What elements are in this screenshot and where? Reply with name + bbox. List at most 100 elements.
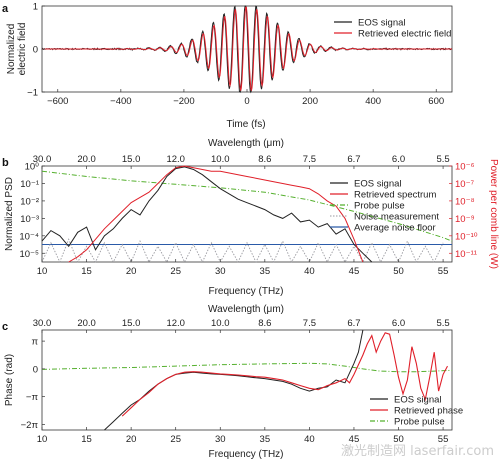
panel-b-right-axis-label: Power per comb line (W) bbox=[488, 159, 499, 269]
panel-b-series-noise-measurement bbox=[41, 238, 444, 264]
panel-a: a −600 −400 −200 0 200 400 600 −1 0 1 Time (fs) N… bbox=[2, 2, 453, 130]
panel-a-y-tick-label: −1 bbox=[27, 88, 38, 99]
panel-b-right-tick-label: 10⁻¹⁰ bbox=[455, 231, 478, 242]
panel-b-y-tick-label: 10⁻¹ bbox=[20, 179, 39, 190]
panel-a-letter: a bbox=[2, 3, 9, 15]
panel-c-x-axis-label: Frequency (THz) bbox=[208, 449, 283, 460]
panel-b-top-tick-label: 15.0 bbox=[122, 154, 141, 165]
panel-b-top-tick-label: 6.7 bbox=[347, 154, 360, 165]
panel-b-top-tick-label: 12.0 bbox=[166, 154, 185, 165]
panel-c-top-tick-label: 6.7 bbox=[347, 318, 360, 329]
panel-c-x-tick-label: 55 bbox=[438, 434, 449, 445]
panel-c-top-tick-label: 10.0 bbox=[211, 318, 230, 329]
panel-b-series-probe-pulse bbox=[41, 170, 453, 242]
panel-b-right-tick-label: 10⁻¹¹ bbox=[455, 249, 477, 260]
panel-c-y-tick-label: −2π bbox=[21, 420, 39, 431]
panel-b-y-tick-label: 10⁻² bbox=[20, 196, 39, 207]
panel-b-x-tick-label: 30 bbox=[215, 266, 226, 277]
panel-c-top-tick-label: 15.0 bbox=[122, 318, 141, 329]
panel-c-legend-entry-eos-signal: EOS signal bbox=[394, 395, 442, 406]
panel-a-series-retrieved-electric-field bbox=[42, 6, 452, 91]
panel-c-x-tick-label: 30 bbox=[215, 434, 226, 445]
panel-c-top-tick-label: 8.6 bbox=[258, 318, 271, 329]
panel-b-right-tick-label: 10⁻⁷ bbox=[455, 179, 475, 190]
panel-c-top-axis-label: Wavelength (μm) bbox=[208, 304, 284, 315]
panel-b-legend-entry-average-noise-floor: Average noise floor bbox=[354, 223, 436, 234]
panel-c-x-tick-label: 15 bbox=[81, 434, 92, 445]
panel-a-x-tick-label: −400 bbox=[110, 96, 131, 107]
panel-b-top-tick-label: 10.0 bbox=[211, 154, 230, 165]
panel-b-top-axis-label: Wavelength (μm) bbox=[208, 138, 284, 149]
panel-b-series-eos-signal bbox=[41, 166, 373, 263]
panel-b-letter: b bbox=[2, 157, 9, 169]
panel-c-top-tick-label: 20.0 bbox=[77, 318, 96, 329]
panel-a-x-tick-label: 400 bbox=[365, 96, 381, 107]
panel-a-x-tick-label: 600 bbox=[428, 96, 444, 107]
panel-a-y-tick-label: 1 bbox=[33, 2, 38, 13]
panel-b-y-axis-label: Normalized PSD bbox=[4, 177, 15, 251]
panel-b-top-tick-label: 20.0 bbox=[77, 154, 96, 165]
panel-c-top-tick-label: 12.0 bbox=[166, 318, 185, 329]
panel-c-x-tick-label: 25 bbox=[170, 434, 181, 445]
panel-c-y-axis-label: Phase (rad) bbox=[4, 354, 15, 406]
panel-c-y-tick-label: 0 bbox=[33, 364, 38, 375]
panel-b: b Wavelength (μm) 10 15 20 25 30 35 40 45 50 55 30… bbox=[2, 138, 499, 297]
panel-a-x-tick-label: −600 bbox=[47, 96, 68, 107]
panel-b-plot-frame bbox=[41, 165, 453, 263]
panel-b-right-tick-label: 10⁻⁹ bbox=[455, 214, 475, 225]
panel-b-x-axis-label: Frequency (THz) bbox=[208, 286, 283, 297]
panel-b-legend-entry-retrieved-spectrum: Retrieved spectrum bbox=[354, 190, 436, 201]
panel-b-y-tick-label: 10⁻³ bbox=[20, 214, 39, 225]
panel-c-series-retrieved-phase bbox=[121, 332, 448, 417]
panel-b-top-tick-label: 5.5 bbox=[436, 154, 449, 165]
panel-b-x-tick-label: 40 bbox=[304, 266, 315, 277]
panel-a-y-axis-label-line1: Normalized bbox=[6, 24, 17, 75]
panel-b-top-tick-label: 30.0 bbox=[33, 154, 52, 165]
panel-a-x-tick-label: −200 bbox=[173, 96, 194, 107]
panel-a-x-axis-label: Time (fs) bbox=[226, 119, 265, 130]
panel-b-x-tick-label: 35 bbox=[260, 266, 271, 277]
panel-b-legend-entry-eos-signal: EOS signal bbox=[354, 179, 402, 190]
panel-b-x-tick-label: 10 bbox=[37, 266, 48, 277]
panel-c-top-tick-label: 6.0 bbox=[392, 318, 405, 329]
panel-b-legend-entry-noise-measurement: Noise measurement bbox=[354, 212, 439, 223]
panel-c-x-tick-label: 50 bbox=[393, 434, 404, 445]
panel-c-y-tick-label: π bbox=[31, 337, 38, 348]
panel-b-x-tick-label: 45 bbox=[349, 266, 360, 277]
panel-b-y-tick-label: 10⁻⁴ bbox=[19, 231, 39, 242]
panel-a-x-tick-label: 0 bbox=[244, 96, 249, 107]
panel-b-y-tick-label: 10⁰ bbox=[25, 162, 40, 173]
panel-c-top-tick-label: 5.5 bbox=[436, 318, 449, 329]
panel-b-top-tick-label: 6.0 bbox=[392, 154, 405, 165]
panel-b-right-tick-label: 10⁻⁸ bbox=[455, 196, 475, 207]
panel-c-x-tick-label: 45 bbox=[349, 434, 360, 445]
panel-a-y-tick-label: 0 bbox=[33, 45, 38, 56]
panel-b-right-tick-label: 10⁻⁶ bbox=[455, 162, 475, 173]
watermark-text: 激光制造网 laserfair.com bbox=[341, 444, 494, 459]
panel-b-legend-entry-probe-pulse: Probe pulse bbox=[354, 201, 405, 212]
panel-b-x-tick-label: 15 bbox=[81, 266, 92, 277]
panel-b-y-tick-label: 10⁻⁵ bbox=[19, 249, 39, 260]
panel-c-series-probe-pulse bbox=[41, 362, 453, 373]
panel-c-x-tick-label: 40 bbox=[304, 434, 315, 445]
panel-a-x-tick-label: 200 bbox=[302, 96, 318, 107]
panel-c-x-tick-label: 10 bbox=[37, 434, 48, 445]
panel-c-legend-entry-retrieved-phase: Retrieved phase bbox=[394, 406, 463, 417]
panel-a-legend-entry-eos-signal: EOS signal bbox=[358, 18, 406, 29]
panel-c-top-tick-label: 30.0 bbox=[33, 318, 52, 329]
panel-c-series-eos-signal bbox=[104, 329, 364, 431]
panel-c-y-tick-label: −π bbox=[26, 392, 39, 403]
panel-c-legend-entry-probe-pulse: Probe pulse bbox=[394, 417, 445, 428]
panel-c: c Wavelength (μm) 10 15 20 25 30 35 40 45 50 55 30… bbox=[2, 304, 463, 460]
panel-b-series-retrieved-spectrum bbox=[68, 165, 364, 263]
panel-c-x-tick-label: 20 bbox=[126, 434, 137, 445]
panel-b-x-tick-label: 20 bbox=[126, 266, 137, 277]
panel-c-plot-frame bbox=[41, 329, 453, 431]
panel-b-x-tick-label: 55 bbox=[438, 266, 449, 277]
panel-c-top-tick-label: 7.5 bbox=[303, 318, 316, 329]
panel-b-top-tick-label: 7.5 bbox=[303, 154, 316, 165]
